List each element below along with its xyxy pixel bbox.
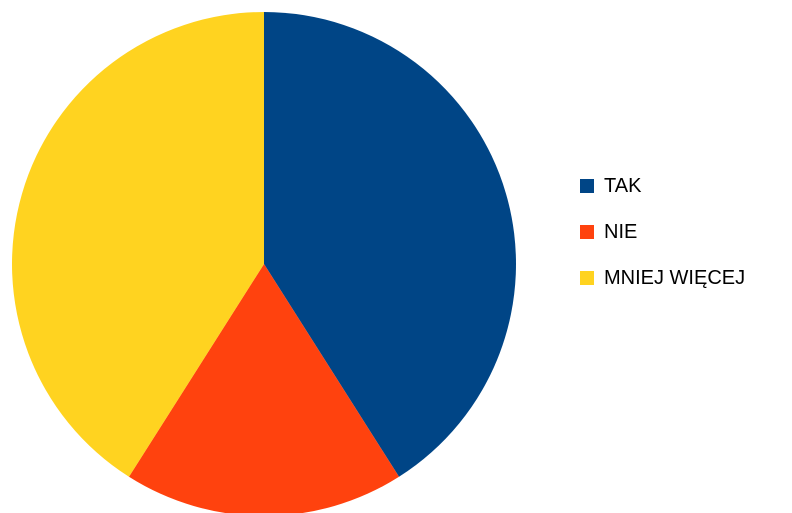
legend-item-mniej-wiecej: MNIEJ WIĘCEJ: [580, 266, 785, 290]
legend-swatch-tak: [580, 179, 594, 193]
pie-slice-tak: [264, 12, 516, 477]
legend-swatch-mniej-wiecej: [580, 271, 594, 285]
legend-label-tak: TAK: [604, 175, 642, 197]
legend: TAK NIE MNIEJ WIĘCEJ: [580, 174, 785, 312]
legend-label-nie: NIE: [604, 221, 638, 243]
legend-item-tak: TAK: [580, 174, 785, 198]
legend-item-nie: NIE: [580, 220, 785, 244]
pie-slice-mniej-wiecej: [11, 12, 265, 477]
legend-label-mniej-wiecej: MNIEJ WIĘCEJ: [604, 267, 746, 289]
pie-slice-nie: [128, 264, 400, 513]
legend-swatch-nie: [580, 225, 594, 239]
